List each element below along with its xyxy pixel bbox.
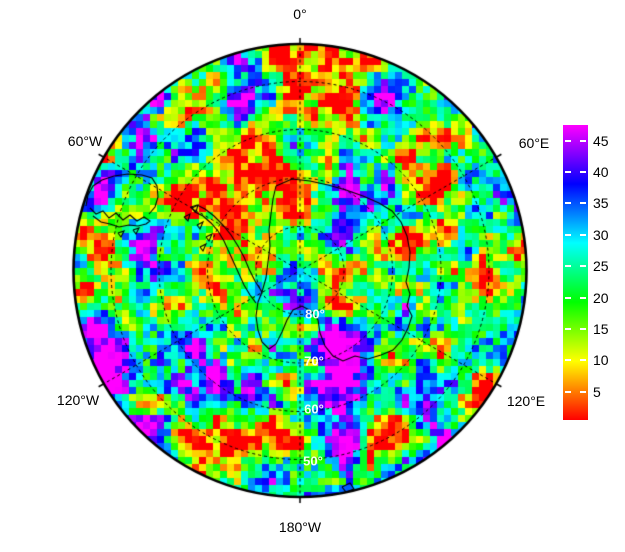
colorbar-tick-mark	[580, 359, 586, 362]
colorbar-tick-mark	[580, 171, 586, 174]
colorbar-tick-label: 5	[593, 383, 601, 400]
colorbar-tick-label: 10	[593, 352, 609, 369]
colorbar-tick-label: 30	[593, 226, 609, 243]
colorbar-tick-mark	[565, 359, 571, 362]
colorbar: 5 10 15 20 25 30 35 40 45	[563, 125, 623, 420]
colorbar-tick-label: 15	[593, 320, 609, 337]
lat-ring-label-80: 80°	[305, 306, 325, 322]
colorbar-tick-mark	[565, 327, 571, 330]
lat-ring-label-70: 70°	[304, 353, 324, 369]
colorbar-tick-label: 20	[593, 289, 609, 306]
colorbar-tick-label: 40	[593, 164, 609, 181]
colorbar-tick-label: 25	[593, 258, 609, 275]
colorbar-tick-label: 45	[593, 132, 609, 149]
lon-label-60w: 60°W	[67, 133, 103, 149]
lat-ring-label-50: 50°	[303, 453, 323, 469]
colorbar-tick-mark	[565, 202, 571, 205]
colorbar-tick-mark	[580, 265, 586, 268]
lon-label-120w: 120°W	[56, 392, 100, 408]
colorbar-tick-mark	[565, 233, 571, 236]
lon-label-120e: 120°E	[506, 393, 546, 409]
lon-label-180w: 180°W	[278, 519, 322, 535]
colorbar-tick-mark	[565, 171, 571, 174]
colorbar-tick-mark	[580, 202, 586, 205]
colorbar-gradient	[563, 125, 588, 420]
lon-label-0: 0°	[293, 6, 307, 22]
colorbar-tick-mark	[580, 139, 586, 142]
colorbar-tick-label: 35	[593, 195, 609, 212]
colorbar-tick-mark	[580, 296, 586, 299]
colorbar-tick-mark	[580, 233, 586, 236]
colorbar-tick-mark	[580, 390, 586, 393]
colorbar-tick-mark	[565, 265, 571, 268]
colorbar-tick-mark	[565, 139, 571, 142]
colorbar-tick-mark	[565, 390, 571, 393]
lon-label-60e: 60°E	[518, 135, 550, 151]
colorbar-tick-mark	[565, 296, 571, 299]
lat-ring-label-60: 60°	[304, 401, 324, 417]
colorbar-tick-mark	[580, 327, 586, 330]
